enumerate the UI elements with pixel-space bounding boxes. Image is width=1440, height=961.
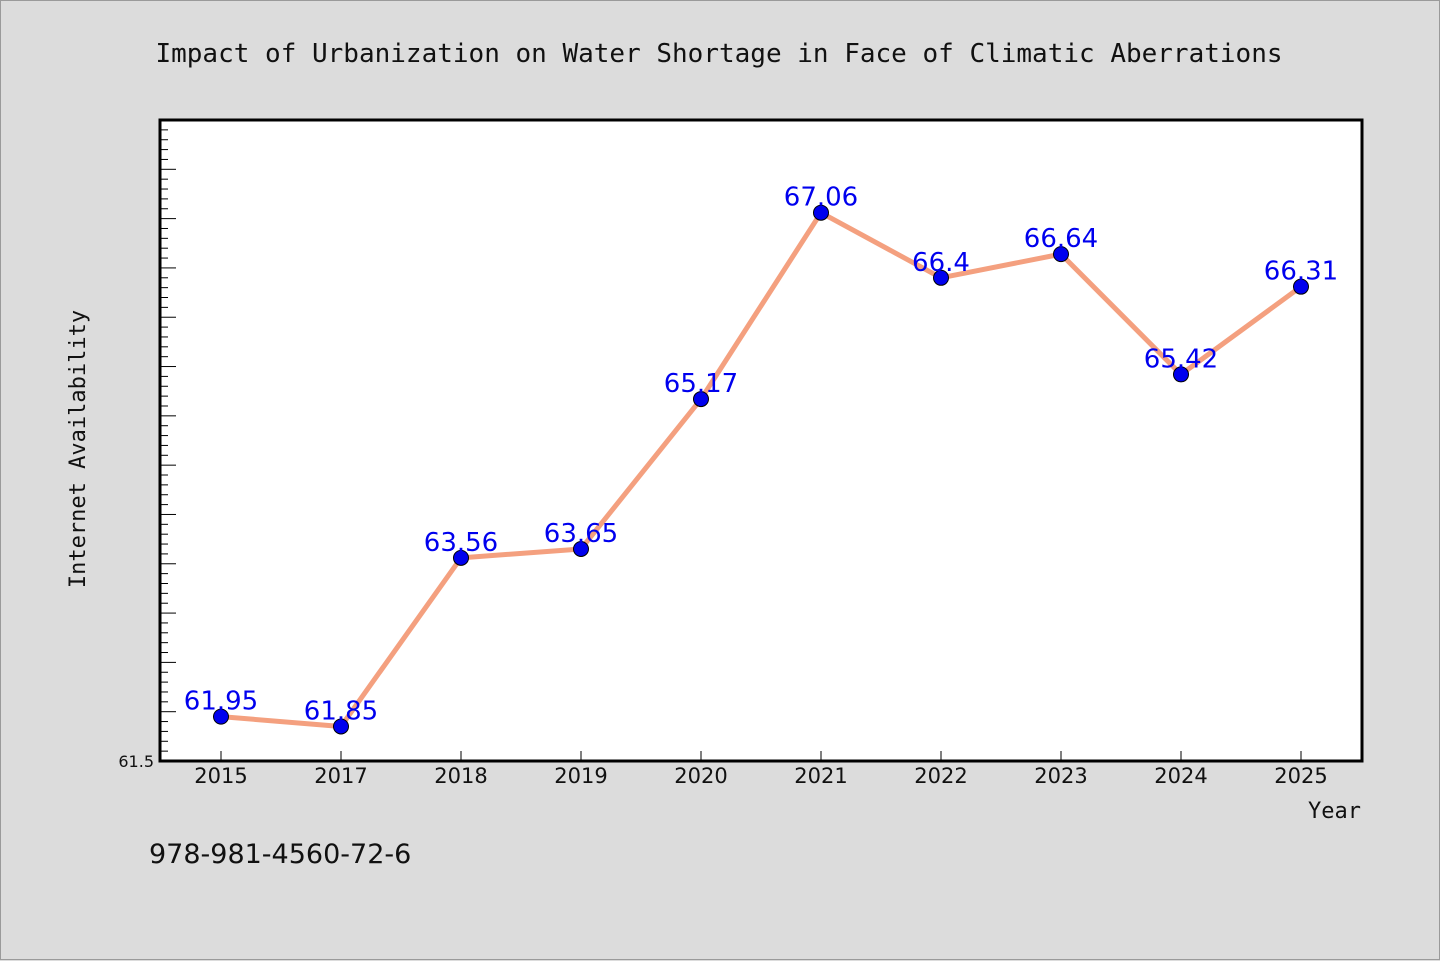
- data-point: [453, 549, 469, 566]
- data-label: 61.95: [184, 687, 258, 717]
- x-axis-ticks: [220, 751, 1302, 761]
- y-tick-label: 61.5: [118, 752, 154, 771]
- data-point: [933, 269, 949, 286]
- data-point: [813, 204, 829, 221]
- x-tick-label: 2018: [434, 764, 487, 788]
- isbn-footer-text: 978-981-4560-72-6: [149, 839, 411, 870]
- x-tick-label: 2019: [554, 764, 607, 788]
- data-label: 63.65: [544, 519, 618, 549]
- y-axis-ticks: [160, 129, 176, 762]
- series-line: [218, 210, 1304, 729]
- data-label: 65.17: [664, 369, 738, 399]
- data-label: 65.42: [1144, 344, 1218, 374]
- data-label: 63.56: [424, 528, 498, 558]
- x-tick-label: 2017: [314, 764, 367, 788]
- x-tick-label: 2020: [674, 764, 727, 788]
- series-line-group: 61.95 61.85 63.56 63.65 65.17 67.06 66.4 66.64 6…: [184, 183, 1338, 735]
- plot-area: [158, 118, 1364, 763]
- data-point: [573, 540, 589, 557]
- data-point: [1173, 366, 1189, 383]
- data-label: 66.31: [1264, 257, 1338, 287]
- x-tick-label: 2024: [1154, 764, 1207, 788]
- data-label: 61.85: [304, 696, 378, 726]
- x-tick-labels: 2015 2017 2018 2019 2020 2021 2022 2023 2024 2025: [194, 764, 1327, 788]
- data-point: [1053, 246, 1069, 263]
- x-tick-label: 2025: [1274, 764, 1327, 788]
- data-label: 66.4: [912, 248, 970, 278]
- x-tick-label: 2023: [1034, 764, 1087, 788]
- data-point: [213, 708, 229, 725]
- chart-title: Impact of Urbanization on Water Shortage…: [155, 39, 1282, 69]
- data-label: 67.06: [784, 183, 858, 213]
- x-tick-label: 2015: [194, 764, 247, 788]
- x-tick-label: 2022: [914, 764, 967, 788]
- y-axis-label: Internet Availability: [66, 310, 91, 588]
- x-tick-label: 2021: [794, 764, 847, 788]
- data-point: [1293, 278, 1309, 295]
- x-axis-label: Year: [1308, 799, 1361, 824]
- data-point: [693, 391, 709, 408]
- data-label: 66.64: [1024, 224, 1098, 254]
- data-point: [333, 718, 349, 735]
